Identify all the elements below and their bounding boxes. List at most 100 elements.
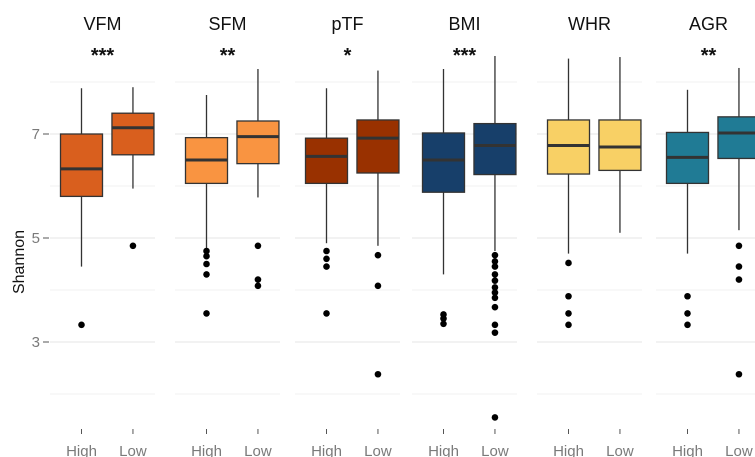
significance-label: ** <box>220 45 236 67</box>
significance-label: * <box>344 45 352 67</box>
outlier-point <box>254 282 262 290</box>
iqr-box <box>236 120 280 165</box>
outlier-point <box>565 310 572 317</box>
facet-whr: WHR High Low <box>546 14 642 457</box>
y-tick-label: 5 <box>32 230 40 247</box>
outlier-point <box>203 252 210 260</box>
iqr-box <box>473 122 517 176</box>
box-high <box>59 88 104 329</box>
x-tick-label: High <box>428 443 459 457</box>
iqr-box <box>598 119 642 172</box>
y-tick-label: 3 <box>32 334 40 351</box>
outlier-point <box>491 251 499 259</box>
outlier-point <box>129 242 137 250</box>
facet-sfm: SFM ** High Low <box>184 14 280 457</box>
outlier-point <box>565 321 572 329</box>
outlier-point <box>78 321 85 329</box>
box-high <box>421 69 466 328</box>
y-axis-title: Shannon <box>11 230 28 294</box>
outlier-point <box>491 258 499 265</box>
outlier-point <box>374 370 382 378</box>
outlier-point <box>684 321 691 329</box>
outlier-point <box>491 284 499 291</box>
outlier-point <box>254 276 262 283</box>
iqr-box <box>304 137 349 185</box>
x-tick-label: Low <box>606 443 634 457</box>
iqr-box <box>546 119 591 175</box>
outlier-point <box>203 260 210 268</box>
facet-bmi: BMI *** High Low <box>421 14 517 457</box>
y-axis: Shannon 3 5 7 <box>11 126 49 351</box>
x-tick-label: Low <box>725 443 753 457</box>
facet-title: pTF <box>331 14 363 34</box>
significance-label: ** <box>701 45 717 67</box>
outlier-point <box>374 251 382 259</box>
outlier-point <box>323 247 330 255</box>
outlier-point <box>684 310 691 317</box>
grid-layer <box>50 81 755 395</box>
box-high <box>546 58 591 329</box>
box-high <box>184 95 229 317</box>
outlier-point <box>491 294 499 302</box>
outlier-point <box>565 259 572 267</box>
box-high <box>304 88 349 317</box>
outlier-point <box>491 303 499 311</box>
box-low <box>473 56 517 421</box>
facet-vfm: VFM *** High Low <box>59 14 155 457</box>
outlier-point <box>203 271 210 278</box>
outlier-point <box>323 255 330 263</box>
iqr-box <box>356 119 400 174</box>
outlier-point <box>323 263 330 270</box>
x-tick-label: High <box>191 443 222 457</box>
box-low <box>598 57 642 233</box>
x-tick-label: Low <box>119 443 147 457</box>
iqr-box <box>421 132 466 193</box>
iqr-box <box>59 133 104 198</box>
outlier-point <box>203 247 210 255</box>
outlier-point <box>491 329 499 336</box>
outlier-point <box>735 242 743 250</box>
outlier-point <box>491 414 499 421</box>
outlier-point <box>491 289 499 296</box>
outlier-point <box>203 310 210 317</box>
facets-layer: VFM *** High Low SFM ** High Low pTF * High Low BMI *… <box>59 14 755 457</box>
box-low <box>356 70 400 378</box>
outlier-point <box>323 310 330 317</box>
outlier-point <box>254 242 262 250</box>
outlier-point <box>491 263 499 270</box>
box-low <box>236 69 280 290</box>
facet-ptf: pTF * High Low <box>304 14 400 457</box>
outlier-point <box>440 315 447 322</box>
outlier-point <box>491 277 499 284</box>
x-tick-label: High <box>66 443 97 457</box>
outlier-point <box>491 271 499 278</box>
x-tick-label: High <box>553 443 584 457</box>
x-tick-label: Low <box>364 443 392 457</box>
significance-label: *** <box>91 45 115 67</box>
y-tick-label: 7 <box>32 126 40 143</box>
facet-title: AGR <box>689 14 728 34</box>
iqr-box <box>111 112 155 156</box>
x-tick-label: Low <box>481 443 509 457</box>
outlier-point <box>374 282 382 290</box>
facet-title: BMI <box>448 14 480 34</box>
outlier-point <box>440 320 447 328</box>
significance-label: *** <box>453 45 477 67</box>
box-high <box>665 89 710 329</box>
outlier-point <box>565 292 572 300</box>
facet-title: WHR <box>568 14 611 34</box>
facet-title: SFM <box>209 14 247 34</box>
outlier-point <box>735 263 743 270</box>
x-tick-label: Low <box>244 443 272 457</box>
outlier-point <box>735 276 743 283</box>
outlier-point <box>491 321 499 329</box>
facet-title: VFM <box>84 14 122 34</box>
box-low <box>111 87 155 250</box>
box-low <box>717 67 755 378</box>
facet-agr: AGR ** High Low <box>665 14 755 457</box>
x-tick-label: High <box>311 443 342 457</box>
iqr-box <box>717 116 755 160</box>
outlier-point <box>735 370 743 378</box>
outlier-point <box>684 292 691 300</box>
